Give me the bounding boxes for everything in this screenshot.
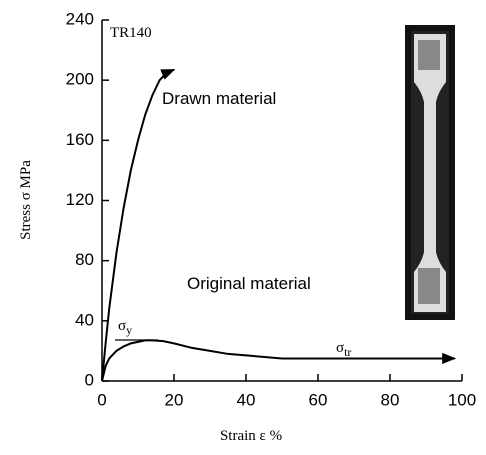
y-axis-label: Stress σ MPa xyxy=(18,160,34,240)
y-tick-label: 80 xyxy=(75,250,94,269)
annotation: TR140 xyxy=(110,25,152,41)
x-tick-label: 80 xyxy=(381,390,400,409)
y-tick-label: 240 xyxy=(66,9,94,28)
y-tick-label: 40 xyxy=(75,310,94,329)
x-tick-label: 20 xyxy=(165,390,184,409)
x-axis-label: Strain ε % xyxy=(220,428,282,444)
symbol: σ xyxy=(118,318,126,334)
series-label: Drawn material xyxy=(162,89,276,108)
subscript: y xyxy=(126,323,132,337)
subscript: tr xyxy=(344,345,351,359)
x-tick-label: 0 xyxy=(97,390,106,409)
x-tick-label: 100 xyxy=(448,390,476,409)
x-tick-label: 60 xyxy=(309,390,328,409)
symbol-label: σy xyxy=(118,318,132,337)
y-tick-label: 120 xyxy=(66,190,94,209)
y-tick-label: 0 xyxy=(85,370,94,389)
symbol: σ xyxy=(336,340,344,356)
curve xyxy=(101,339,457,382)
specimen-photo xyxy=(405,25,455,320)
series-label: Original material xyxy=(187,274,311,293)
y-tick-label: 160 xyxy=(66,130,94,149)
x-tick-label: 40 xyxy=(237,390,256,409)
curve xyxy=(101,68,176,382)
y-tick-label: 200 xyxy=(66,70,94,89)
symbol-label: σtr xyxy=(336,340,351,359)
